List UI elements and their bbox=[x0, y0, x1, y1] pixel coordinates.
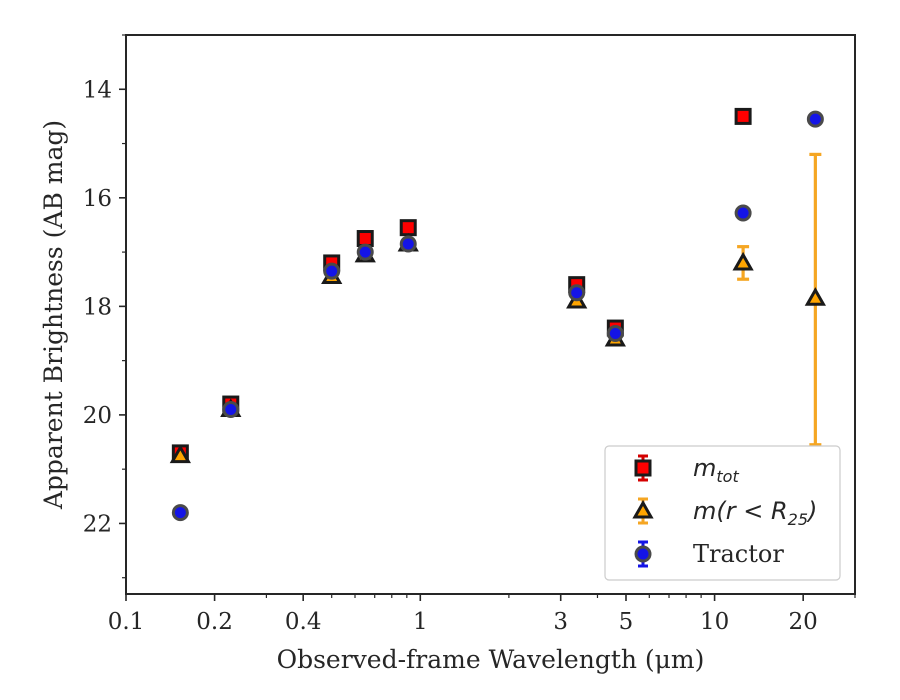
x-tick-label: 3 bbox=[553, 609, 568, 635]
plot-frame bbox=[125, 34, 856, 595]
x-tick-label: 0.1 bbox=[108, 609, 145, 635]
data-point-triangle bbox=[804, 287, 826, 306]
data-point-circle bbox=[399, 235, 417, 253]
data-point-square bbox=[356, 230, 374, 248]
x-tick-label: 5 bbox=[619, 609, 634, 635]
legend-label: Tractor bbox=[693, 540, 784, 568]
data-point-circle bbox=[356, 243, 374, 261]
legend-item: m(r < R25) bbox=[632, 497, 817, 529]
x-tick-label: 10 bbox=[700, 609, 729, 635]
legend-label: m(r < R25) bbox=[693, 497, 817, 529]
y-tick-label: 18 bbox=[83, 294, 112, 320]
data-point-circle bbox=[734, 204, 752, 222]
data-point-circle bbox=[806, 110, 824, 128]
legend-label: mtot bbox=[693, 454, 739, 486]
x-axis-label: Observed-frame Wavelength (μm) bbox=[277, 645, 705, 674]
data-point-square bbox=[734, 107, 752, 125]
data-point-circle bbox=[222, 400, 240, 418]
legend-marker-triangle bbox=[632, 499, 654, 519]
legend-box bbox=[604, 445, 841, 581]
data-point-circle bbox=[606, 324, 624, 342]
legend-marker-square bbox=[634, 459, 652, 477]
data-markers bbox=[169, 107, 826, 522]
legend-marker-circle bbox=[634, 545, 652, 563]
data-point-circle bbox=[171, 504, 189, 522]
data-point-triangle bbox=[169, 444, 191, 464]
x-tick-label: 1 bbox=[413, 609, 428, 635]
series-square bbox=[171, 107, 752, 462]
data-point-circle bbox=[568, 284, 586, 302]
legend-item: Tractor bbox=[634, 540, 784, 568]
y-tick-label: 14 bbox=[83, 77, 112, 103]
data-point-circle bbox=[323, 262, 341, 280]
axes-ticks: 0.1 0.2 0.4 1 3 5 10 20 14 16 18 20 22 bbox=[83, 34, 856, 635]
legend-item: mtot bbox=[634, 454, 739, 486]
data-point-triangle bbox=[732, 251, 754, 271]
x-tick-label: 0.2 bbox=[196, 609, 233, 635]
x-tick-label: 0.4 bbox=[285, 609, 322, 635]
y-tick-label: 22 bbox=[83, 511, 112, 537]
legend: mtot m(r < R25) Tractor bbox=[604, 445, 841, 581]
series-triangle bbox=[169, 152, 826, 464]
x-tick-label: 20 bbox=[789, 609, 818, 635]
y-tick-label: 20 bbox=[83, 403, 112, 429]
y-axis-label: Apparent Brightness (AB mag) bbox=[39, 120, 68, 510]
data-point-square bbox=[399, 219, 417, 237]
y-tick-label: 16 bbox=[83, 186, 112, 212]
series-circle bbox=[171, 110, 824, 522]
